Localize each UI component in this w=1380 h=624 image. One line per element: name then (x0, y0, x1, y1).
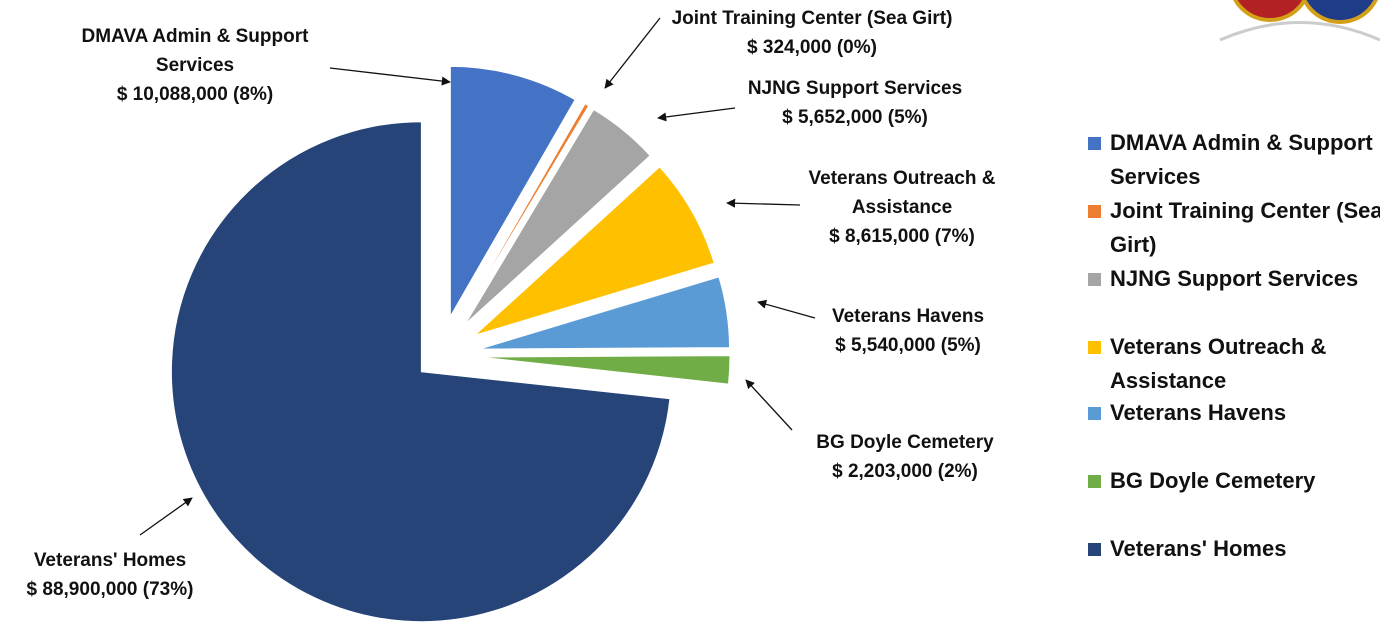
data-label-name: Veterans' Homes (33, 550, 187, 571)
pie-slice (449, 65, 576, 319)
leader-arrow (329, 67, 451, 86)
pie-slice (170, 121, 671, 623)
legend-swatch (1088, 205, 1101, 218)
data-label: Veterans Havens $ 5,540,000 (5%) (788, 302, 1028, 360)
data-label-value: $ 2,203,000 (2%) (832, 461, 978, 482)
data-label-name: DMAVA Admin & Support Services (81, 26, 309, 76)
legend-entry: Veterans Havens (1088, 396, 1380, 430)
pie-slice (459, 103, 590, 321)
data-label-value: $ 5,540,000 (5%) (835, 335, 981, 356)
logo (1219, 0, 1380, 42)
data-label-name: Veterans Outreach & Assistance (808, 168, 996, 218)
data-label-value: $ 324,000 (0%) (747, 37, 877, 58)
data-label-value: $ 10,088,000 (8%) (116, 84, 274, 105)
leader-arrow (604, 17, 661, 89)
leader-arrow (726, 198, 801, 208)
legend-entry: NJNG Support Services (1088, 262, 1380, 296)
legend-entry: Veterans Outreach & Assistance (1088, 330, 1380, 398)
legend-label: Veterans Havens (1110, 400, 1287, 425)
data-label-name: NJNG Support Services (747, 78, 963, 99)
legend-label: BG Doyle Cemetery (1110, 468, 1316, 493)
data-label: Joint Training Center (Sea Girt) $ 324,00… (632, 4, 992, 62)
legend-label: Veterans' Homes (1110, 536, 1287, 561)
data-label: DMAVA Admin & Support Services $ 10,088,0… (50, 22, 340, 109)
legend-label: Veterans Outreach & Assistance (1110, 334, 1327, 393)
data-label: BG Doyle Cemetery $ 2,203,000 (2%) (775, 428, 1035, 486)
data-label-value: $ 88,900,000 (73%) (26, 579, 194, 600)
legend-label: Joint Training Center (Sea Girt) (1110, 198, 1380, 257)
legend-entry: Joint Training Center (Sea Girt) (1088, 194, 1380, 262)
leader-arrow (745, 379, 793, 431)
legend-swatch (1088, 543, 1101, 556)
pie-slice (474, 166, 715, 336)
legend-label: NJNG Support Services (1110, 266, 1359, 291)
data-label: NJNG Support Services $ 5,652,000 (5%) (695, 74, 1015, 132)
legend-entry: DMAVA Admin & Support Services (1088, 126, 1380, 194)
legend-swatch (1088, 475, 1101, 488)
legend-swatch (1088, 273, 1101, 286)
data-label-value: $ 5,652,000 (5%) (782, 107, 928, 128)
pie-slice (479, 276, 731, 350)
legend-label: DMAVA Admin & Support Services (1110, 130, 1373, 189)
data-label-name: BG Doyle Cemetery (816, 432, 994, 453)
pie-slice (479, 355, 731, 385)
data-label-value: $ 8,615,000 (7%) (829, 226, 975, 247)
legend-swatch (1088, 341, 1101, 354)
leader-arrow (757, 299, 816, 319)
data-label: Veterans Outreach & Assistance $ 8,615,00… (772, 164, 1032, 251)
legend-entry: BG Doyle Cemetery (1088, 464, 1380, 498)
legend-entry: Veterans' Homes (1088, 532, 1380, 566)
data-label-name: Joint Training Center (Sea Girt) (671, 8, 953, 29)
data-label: Veterans' Homes $ 88,900,000 (73%) (0, 546, 220, 604)
pie-slice (464, 108, 651, 325)
leader-arrow (139, 497, 193, 536)
legend-swatch (1088, 407, 1101, 420)
leader-arrow (657, 107, 736, 122)
legend-swatch (1088, 137, 1101, 150)
data-label-name: Veterans Havens (831, 306, 985, 327)
